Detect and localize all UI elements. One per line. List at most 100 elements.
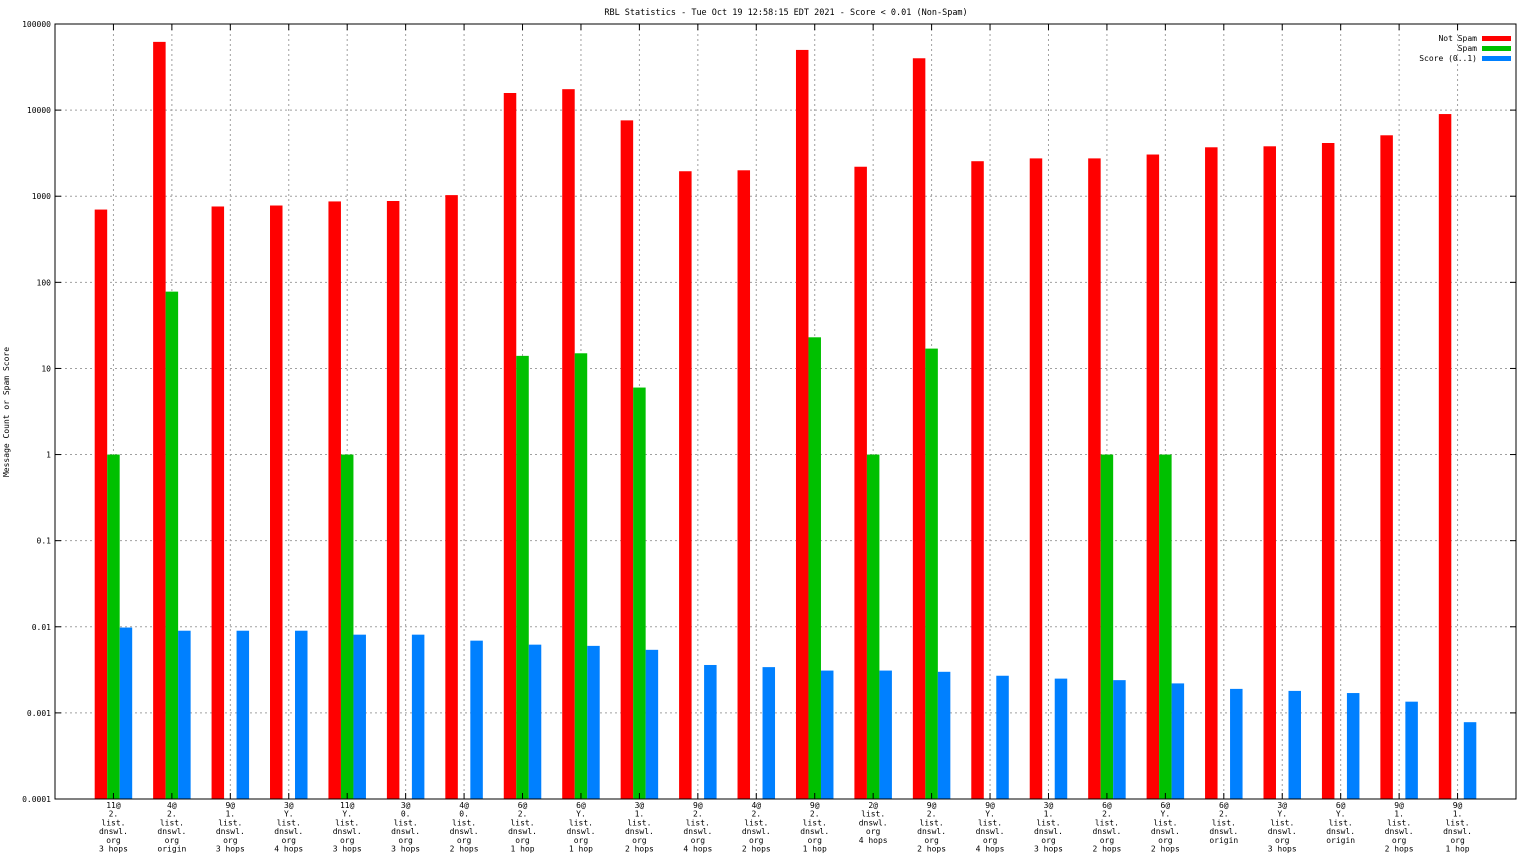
y-tick-label: 10 bbox=[41, 364, 51, 373]
bar-2 bbox=[996, 675, 1009, 799]
x-tick-label: 4@ 2. list. dnswl. org 2 hops bbox=[742, 801, 771, 854]
bar-2 bbox=[1463, 722, 1477, 799]
bar-2 bbox=[119, 627, 133, 799]
bar-2 bbox=[411, 634, 425, 799]
bar-0 bbox=[1321, 143, 1335, 800]
bar-2 bbox=[1230, 688, 1243, 799]
bar-2 bbox=[1288, 690, 1301, 799]
bar-0 bbox=[386, 201, 400, 800]
x-tick-label: 2@ list. dnswl. org 4 hops bbox=[859, 801, 888, 845]
y-tick-label: 0.1 bbox=[37, 537, 52, 546]
bar-0 bbox=[445, 195, 458, 799]
y-tick-label: 100000 bbox=[22, 20, 51, 29]
bar-0 bbox=[912, 58, 926, 800]
legend-swatch bbox=[1482, 46, 1511, 51]
bar-0 bbox=[153, 41, 166, 799]
bar-0 bbox=[503, 93, 517, 800]
bar-1 bbox=[925, 348, 938, 799]
bar-2 bbox=[879, 670, 892, 799]
x-tick-label: 4@ 0. list. dnswl. org 2 hops bbox=[450, 801, 479, 854]
bar-2 bbox=[645, 649, 659, 799]
y-tick-label: 0.0001 bbox=[22, 795, 51, 804]
bar-2 bbox=[528, 644, 542, 799]
y-tick-label: 0.001 bbox=[27, 709, 51, 718]
bar-0 bbox=[1205, 147, 1218, 799]
x-tick-label: 3@ 1. list. dnswl. org 3 hops bbox=[1034, 801, 1063, 854]
bar-1 bbox=[165, 291, 179, 799]
bar-1 bbox=[866, 454, 880, 799]
bar-0 bbox=[94, 209, 108, 799]
x-ticks: 11@ 2. list. dnswl. org 3 hops 4@ 2. list. dnswl.… bbox=[99, 24, 1472, 854]
x-tick-label: 9@ 1. list. dnswl. org 1 hop bbox=[1443, 801, 1472, 854]
bars bbox=[94, 41, 1477, 800]
x-tick-label: 6@ 2. list. dnswl. org 1 hop bbox=[508, 801, 537, 854]
bar-1 bbox=[516, 355, 529, 799]
x-tick-label: 11@ Y. list. dnswl. org 3 hops bbox=[333, 801, 362, 854]
x-tick-label: 9@ Y. list. dnswl. org 4 hops bbox=[976, 801, 1005, 854]
bar-0 bbox=[1263, 146, 1276, 800]
x-tick-label: 6@ Y. list. dnswl. origin bbox=[1326, 801, 1355, 845]
bar-0 bbox=[854, 166, 867, 799]
bar-2 bbox=[587, 645, 600, 799]
bar-2 bbox=[295, 630, 308, 799]
bar-0 bbox=[971, 161, 984, 799]
legend-swatch bbox=[1482, 56, 1511, 61]
legend-label: Spam bbox=[1458, 44, 1477, 53]
x-tick-label: 6@ 2. list. dnswl. org 2 hops bbox=[1092, 801, 1121, 854]
bar-0 bbox=[1088, 158, 1101, 799]
x-tick-label: 3@ 0. list. dnswl. org 3 hops bbox=[391, 801, 420, 854]
bar-2 bbox=[704, 664, 717, 799]
bar-2 bbox=[762, 667, 776, 799]
y-axis-label: Message Count or Spam Score bbox=[2, 347, 11, 477]
bar-0 bbox=[679, 171, 692, 800]
x-tick-label: 3@ Y. list. dnswl. org 4 hops bbox=[274, 801, 303, 854]
x-tick-label: 3@ 1. list. dnswl. org 2 hops bbox=[625, 801, 654, 854]
bar-2 bbox=[1171, 683, 1185, 799]
bar-2 bbox=[1113, 680, 1126, 799]
y-tick-label: 10000 bbox=[27, 106, 51, 115]
bar-2 bbox=[937, 671, 951, 799]
bar-0 bbox=[270, 205, 283, 800]
bar-0 bbox=[1146, 154, 1160, 800]
x-tick-label: 9@ 2. list. dnswl. org 1 hop bbox=[800, 801, 829, 854]
bar-2 bbox=[178, 630, 191, 799]
x-tick-label: 9@ 2. list. dnswl. org 4 hops bbox=[683, 801, 712, 854]
bar-2 bbox=[1346, 693, 1360, 799]
bar-2 bbox=[1054, 678, 1068, 799]
bar-1 bbox=[574, 353, 588, 799]
bar-2 bbox=[470, 640, 483, 799]
x-tick-label: 9@ 2. list. dnswl. org 2 hops bbox=[917, 801, 946, 854]
bar-0 bbox=[1438, 114, 1452, 800]
bar-0 bbox=[737, 170, 751, 800]
bar-0 bbox=[1380, 135, 1393, 799]
y-tick-label: 1 bbox=[46, 451, 51, 460]
x-tick-label: 9@ 1. list. dnswl. org 2 hops bbox=[1385, 801, 1414, 854]
bar-0 bbox=[620, 120, 634, 799]
bar-1 bbox=[633, 387, 646, 799]
legend-label: Score (0..1) bbox=[1419, 54, 1477, 63]
bar-0 bbox=[328, 201, 341, 799]
bar-0 bbox=[562, 89, 575, 799]
y-tick-label: 100 bbox=[37, 278, 52, 287]
x-tick-label: 3@ Y. list. dnswl. org 3 hops bbox=[1268, 801, 1297, 854]
plot-border bbox=[54, 23, 1517, 800]
bar-1 bbox=[808, 337, 821, 799]
bar-0 bbox=[795, 49, 809, 800]
legend-swatch bbox=[1482, 36, 1511, 41]
bar-1 bbox=[1159, 454, 1172, 799]
x-tick-label: 4@ 2. list. dnswl. org origin bbox=[157, 801, 186, 854]
y-tick-label: 0.01 bbox=[32, 623, 51, 632]
bar-2 bbox=[1405, 701, 1418, 799]
bar-1 bbox=[340, 454, 354, 799]
legend-label: Not Spam bbox=[1438, 34, 1477, 43]
bar-2 bbox=[236, 630, 250, 799]
chart-title: RBL Statistics - Tue Oct 19 12:58:15 EDT… bbox=[604, 8, 967, 18]
bar-2 bbox=[820, 670, 834, 799]
x-tick-label: 6@ Y. list. dnswl. org 1 hop bbox=[567, 801, 596, 854]
x-tick-label: 11@ 2. list. dnswl. org 3 hops bbox=[99, 801, 128, 854]
x-tick-label: 9@ 1. list. dnswl. org 3 hops bbox=[216, 801, 245, 854]
y-tick-label: 1000 bbox=[32, 192, 51, 201]
x-tick-label: 6@ Y. list. dnswl. org 2 hops bbox=[1151, 801, 1180, 854]
